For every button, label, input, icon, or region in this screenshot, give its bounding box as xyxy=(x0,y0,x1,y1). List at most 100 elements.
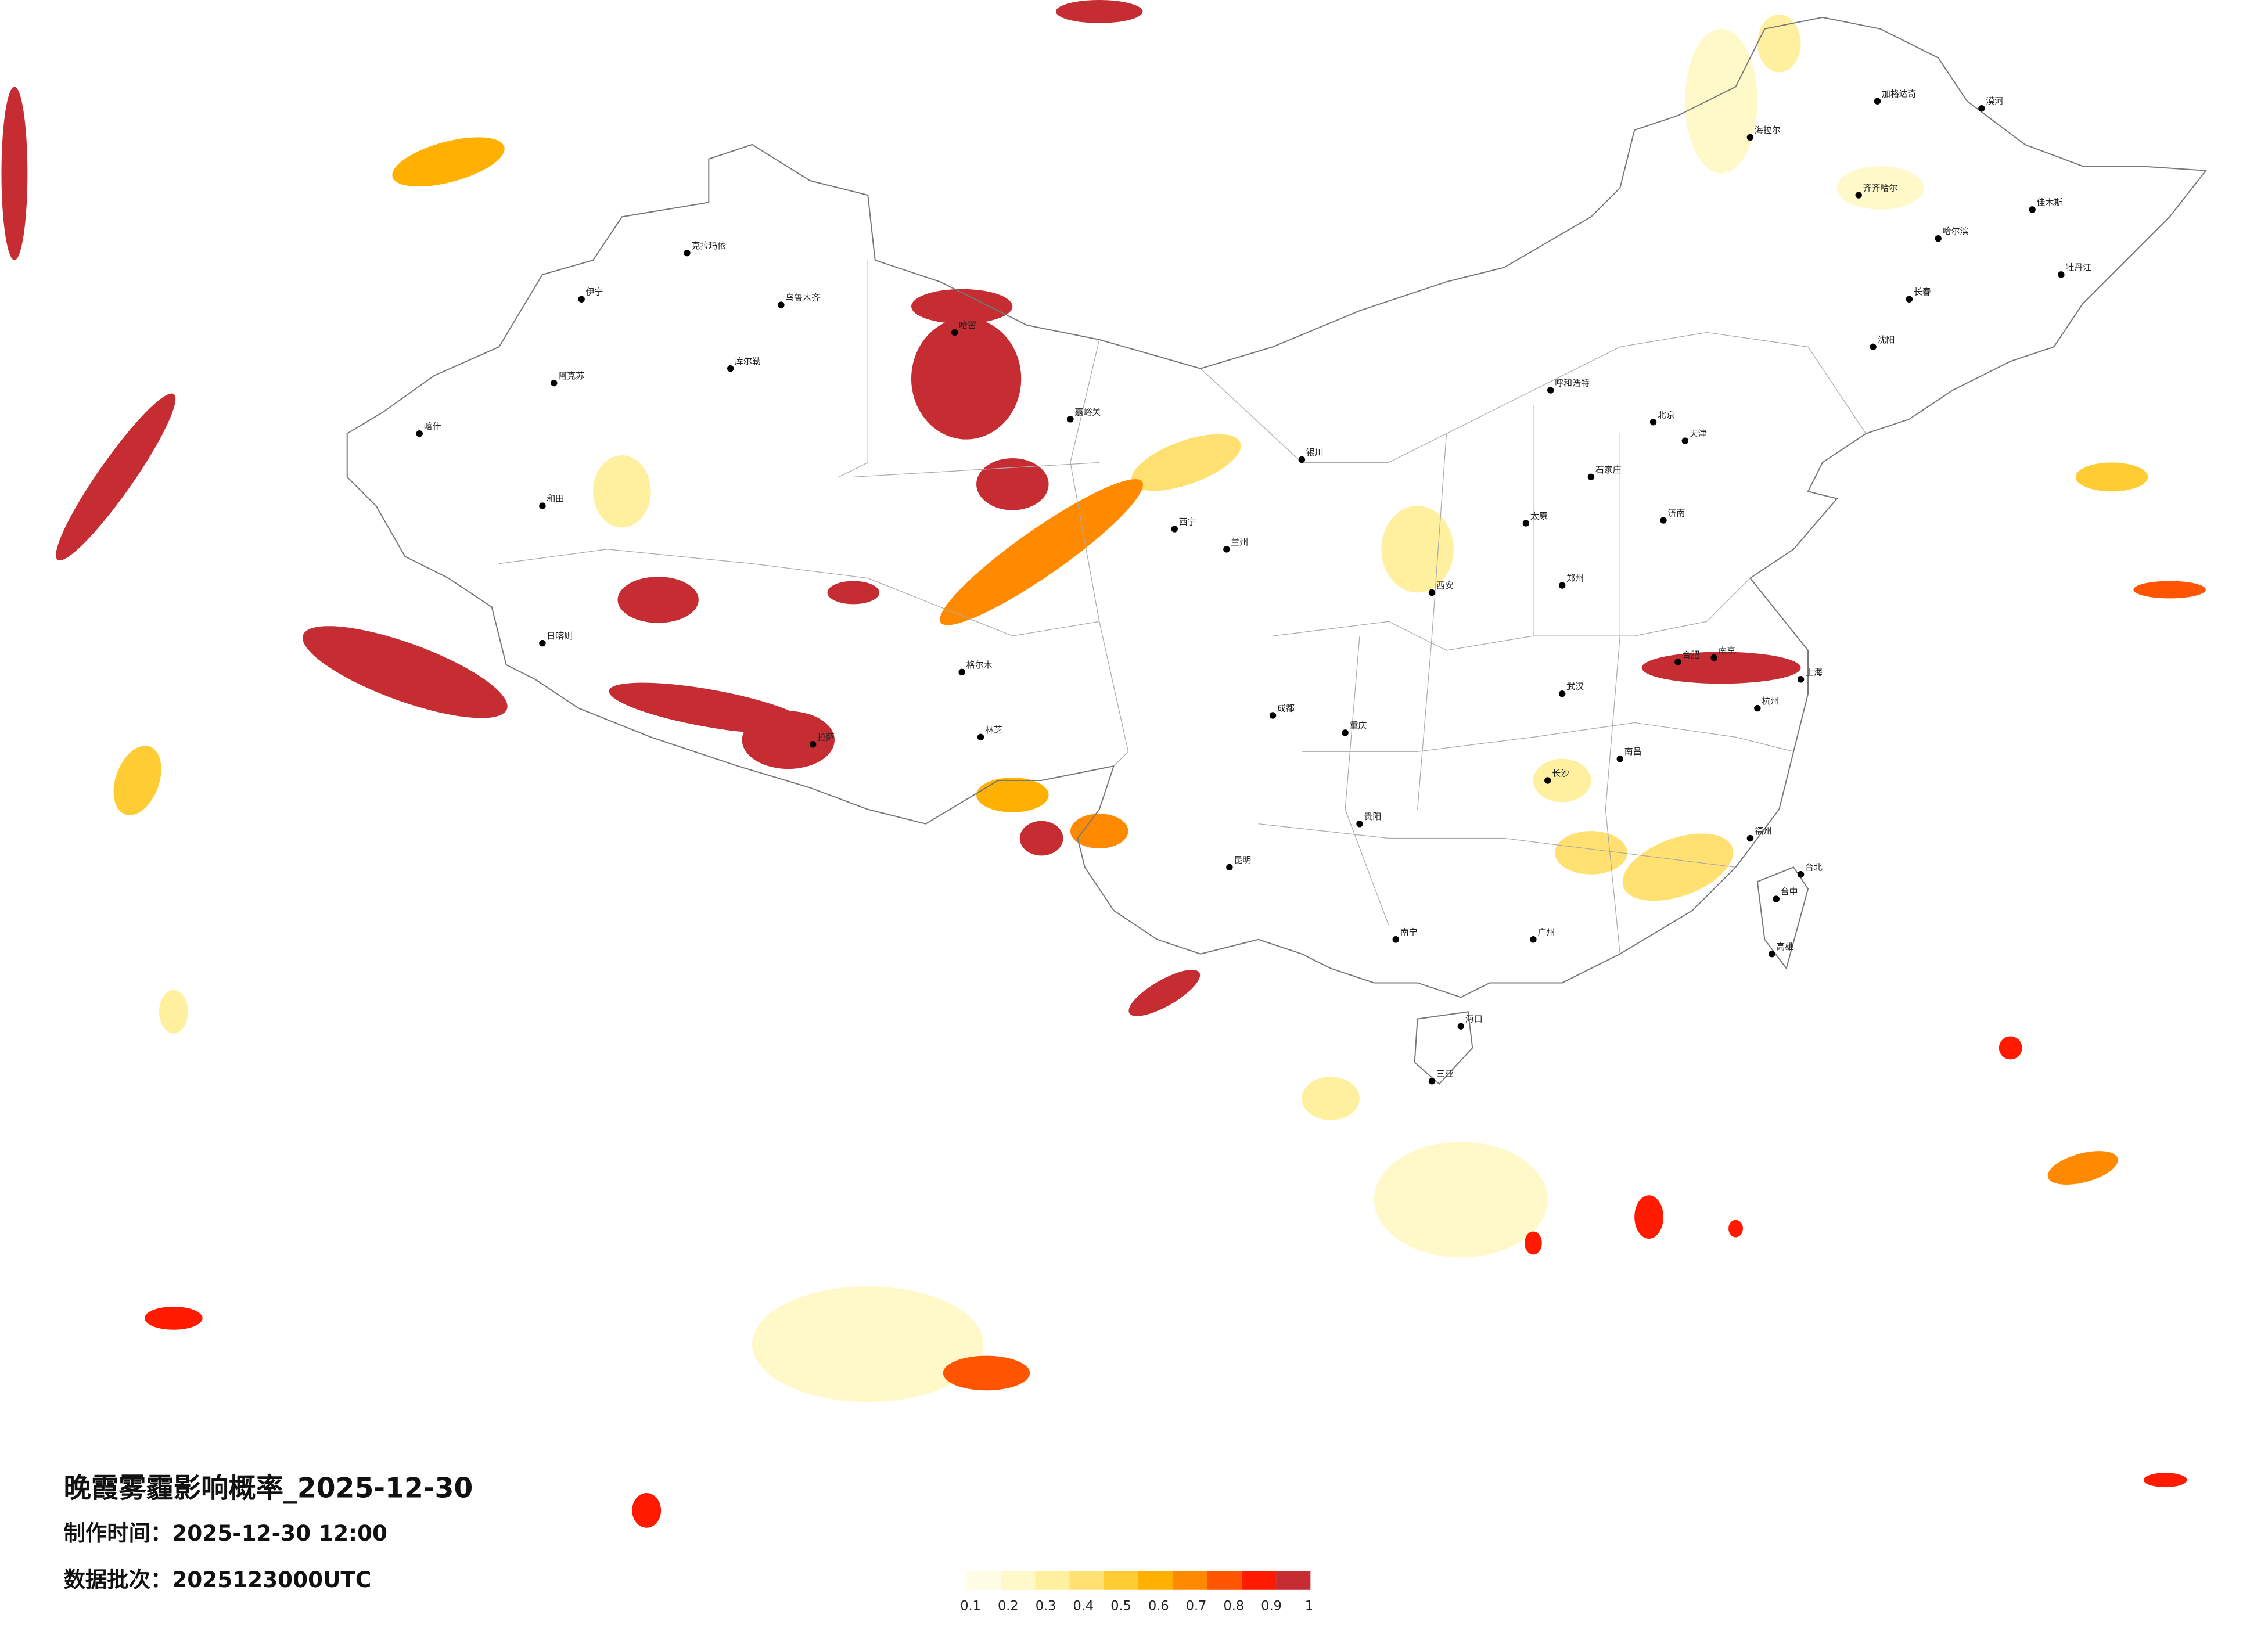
heat-patch xyxy=(1634,1195,1663,1239)
heat-patch xyxy=(632,1493,662,1528)
city-dot xyxy=(2029,206,2036,213)
heat-patch xyxy=(2047,1151,2118,1185)
city-dot xyxy=(1870,343,1877,351)
heat-patch xyxy=(113,746,161,815)
city-dot xyxy=(1226,864,1233,871)
city-label: 林芝 xyxy=(985,725,1002,735)
city-label: 石家庄 xyxy=(1595,465,1622,475)
city-label: 兰州 xyxy=(1231,537,1248,547)
city-dot xyxy=(1522,520,1530,527)
city-label: 海拉尔 xyxy=(1755,125,1781,135)
city-dot xyxy=(1681,437,1689,444)
heat-patch xyxy=(1641,652,1801,684)
city-label: 和田 xyxy=(547,494,564,504)
heat-patch xyxy=(976,458,1049,510)
legend-swatch xyxy=(1000,1571,1036,1590)
city-label: 拉萨 xyxy=(817,732,835,742)
city-dot xyxy=(977,733,984,741)
heat-patch xyxy=(1999,1036,2022,1060)
heat-patch xyxy=(2075,462,2148,492)
city-dot xyxy=(1710,654,1717,661)
city-dot xyxy=(1428,1077,1436,1085)
heat-patch xyxy=(1381,506,1454,593)
heat-patch xyxy=(302,626,508,718)
city-label: 佳木斯 xyxy=(2037,197,2063,207)
city-label: 昆明 xyxy=(1234,855,1251,865)
heat-patch xyxy=(1836,166,1924,210)
heat-patch xyxy=(1056,0,1143,23)
heat-patch xyxy=(1524,1231,1542,1255)
city-dot xyxy=(1558,582,1566,589)
legend-swatch xyxy=(1069,1571,1104,1590)
legend-tick: 0.9 xyxy=(1261,1599,1282,1614)
city-label: 喀什 xyxy=(424,421,441,431)
heat-patch xyxy=(1070,814,1128,848)
legend-tick: 0.5 xyxy=(1110,1599,1131,1614)
city-dot xyxy=(684,249,691,257)
heat-patch xyxy=(827,581,880,605)
city-label: 台北 xyxy=(1805,862,1823,872)
map-title: 晚霞雾霾影响概率_2025-12-30 xyxy=(64,1473,473,1505)
city-dot xyxy=(1298,456,1306,463)
city-dot xyxy=(416,430,423,437)
city-dot xyxy=(1067,416,1074,423)
city-label: 上海 xyxy=(1805,667,1823,677)
province-borders xyxy=(499,260,1867,954)
city-label: 三亚 xyxy=(1436,1069,1454,1079)
heat-patch xyxy=(1757,14,1801,73)
heat-patch xyxy=(752,1286,984,1402)
city-dot xyxy=(539,502,546,509)
city-label: 库尔勒 xyxy=(735,356,761,366)
city-label: 长沙 xyxy=(1552,768,1569,779)
city-label: 加格达奇 xyxy=(1882,89,1917,99)
heat-patch xyxy=(145,1306,203,1330)
heat-patch xyxy=(593,455,651,528)
legend-tick: 1 xyxy=(1305,1599,1313,1614)
city-label: 西宁 xyxy=(1179,516,1196,527)
heat-patch xyxy=(742,711,835,769)
heat-patch xyxy=(940,479,1144,625)
city-label: 伊宁 xyxy=(586,287,603,297)
city-label: 北京 xyxy=(1658,409,1675,420)
heat-patch xyxy=(1302,1077,1360,1120)
legend-tick: 0.3 xyxy=(1036,1599,1056,1614)
city-dot xyxy=(1746,834,1754,842)
city-label: 杭州 xyxy=(1762,696,1779,706)
legend-swatch xyxy=(1276,1571,1311,1590)
legend-swatch xyxy=(966,1571,1001,1590)
city-label: 日喀则 xyxy=(547,631,573,641)
legend-swatch xyxy=(1138,1571,1173,1590)
city-label: 郑州 xyxy=(1566,573,1584,584)
city-label: 广州 xyxy=(1537,927,1555,937)
city-dot xyxy=(1978,105,1985,112)
city-dot xyxy=(1649,419,1657,426)
heat-patch xyxy=(1,87,28,261)
city-dot xyxy=(1797,871,1805,878)
city-label: 高雄 xyxy=(1776,941,1793,952)
heat-patch xyxy=(1374,1142,1548,1258)
legend-tick: 0.2 xyxy=(998,1599,1019,1614)
city-label: 南京 xyxy=(1719,645,1736,656)
city-dot xyxy=(1356,820,1363,828)
city-dot xyxy=(1674,659,1681,665)
city-label: 阿克苏 xyxy=(558,370,584,381)
city-dot xyxy=(1935,235,1942,242)
legend-tick: 0.6 xyxy=(1148,1599,1169,1614)
heat-patch xyxy=(1728,1220,1743,1238)
city-dot xyxy=(809,741,817,748)
city-dot xyxy=(1773,895,1780,902)
city-dot xyxy=(551,379,558,387)
heat-patch xyxy=(911,289,1013,324)
city-label: 嘉峪关 xyxy=(1074,406,1101,417)
city-label: 武汉 xyxy=(1566,681,1584,692)
heat-patch xyxy=(56,393,176,561)
city-label: 南昌 xyxy=(1624,746,1642,757)
city-label: 济南 xyxy=(1667,508,1685,519)
legend-swatch xyxy=(1173,1571,1207,1590)
city-dot xyxy=(1754,704,1761,712)
heat-patch xyxy=(617,577,699,623)
city-label: 呼和浩特 xyxy=(1555,378,1590,388)
made-time: 制作时间：2025-12-30 12:00 xyxy=(64,1520,387,1546)
city-dot xyxy=(1392,936,1399,943)
